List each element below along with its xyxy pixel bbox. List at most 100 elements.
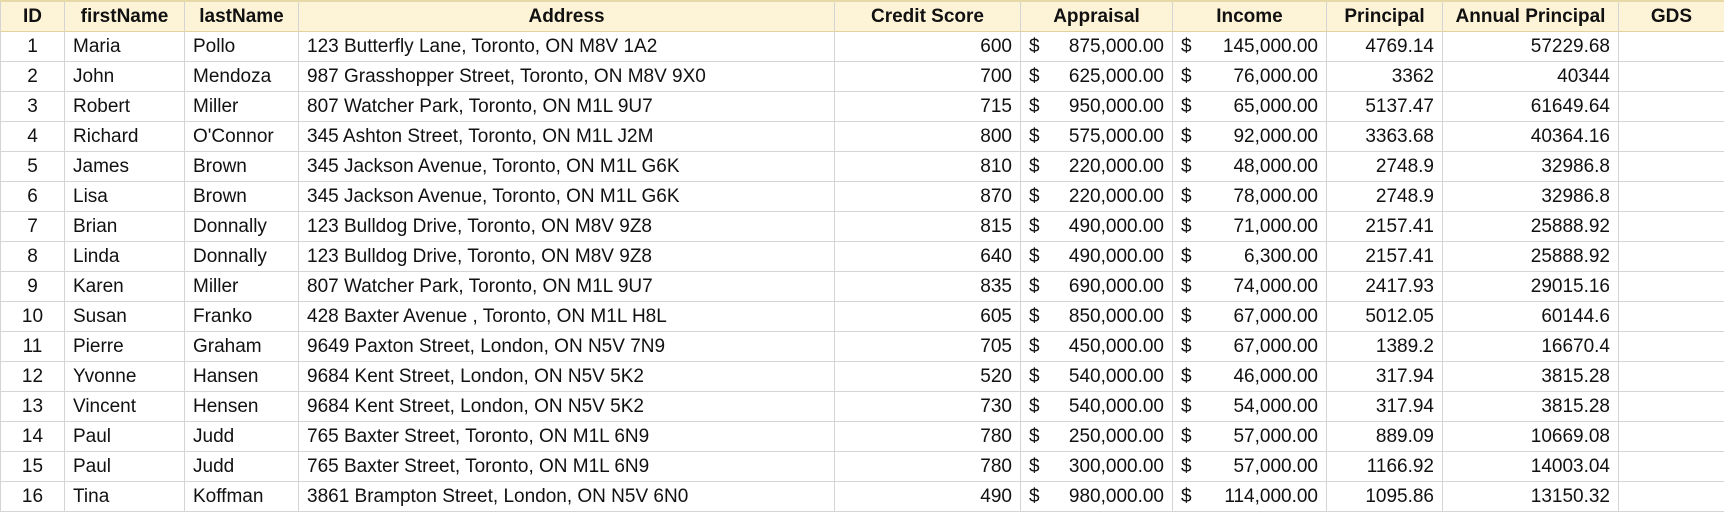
cell-principal[interactable]: 889.09 — [1326, 421, 1443, 452]
cell-gds[interactable] — [1618, 241, 1724, 272]
cell-annual-principal[interactable]: 32986.8 — [1442, 151, 1619, 182]
cell-income[interactable]: $67,000.00 — [1172, 331, 1327, 362]
cell-appraisal[interactable]: $250,000.00 — [1020, 421, 1173, 452]
cell-annual-principal[interactable]: 29015.16 — [1442, 271, 1619, 302]
cell-income[interactable]: $48,000.00 — [1172, 151, 1327, 182]
cell-first-name[interactable]: Tina — [64, 481, 185, 512]
cell-annual-principal[interactable]: 25888.92 — [1442, 241, 1619, 272]
cell-credit-score[interactable]: 870 — [834, 181, 1021, 212]
column-header-appraisal[interactable]: Appraisal — [1020, 0, 1173, 32]
cell-principal[interactable]: 2748.9 — [1326, 151, 1443, 182]
cell-appraisal[interactable]: $875,000.00 — [1020, 31, 1173, 62]
cell-appraisal[interactable]: $980,000.00 — [1020, 481, 1173, 512]
cell-principal[interactable]: 4769.14 — [1326, 31, 1443, 62]
cell-credit-score[interactable]: 700 — [834, 61, 1021, 92]
cell-id[interactable]: 14 — [0, 421, 65, 452]
cell-principal[interactable]: 5012.05 — [1326, 301, 1443, 332]
cell-appraisal[interactable]: $490,000.00 — [1020, 211, 1173, 242]
cell-annual-principal[interactable]: 13150.32 — [1442, 481, 1619, 512]
cell-id[interactable]: 16 — [0, 481, 65, 512]
cell-principal[interactable]: 2157.41 — [1326, 211, 1443, 242]
cell-credit-score[interactable]: 605 — [834, 301, 1021, 332]
cell-last-name[interactable]: Graham — [184, 331, 299, 362]
cell-appraisal[interactable]: $850,000.00 — [1020, 301, 1173, 332]
cell-address[interactable]: 987 Grasshopper Street, Toronto, ON M8V … — [298, 61, 835, 92]
cell-first-name[interactable]: Lisa — [64, 181, 185, 212]
cell-income[interactable]: $76,000.00 — [1172, 61, 1327, 92]
cell-address[interactable]: 428 Baxter Avenue , Toronto, ON M1L H8L — [298, 301, 835, 332]
cell-principal[interactable]: 1166.92 — [1326, 451, 1443, 482]
cell-annual-principal[interactable]: 3815.28 — [1442, 391, 1619, 422]
cell-appraisal[interactable]: $540,000.00 — [1020, 361, 1173, 392]
cell-appraisal[interactable]: $950,000.00 — [1020, 91, 1173, 122]
cell-address[interactable]: 345 Jackson Avenue, Toronto, ON M1L G6K — [298, 151, 835, 182]
cell-last-name[interactable]: Franko — [184, 301, 299, 332]
cell-appraisal[interactable]: $540,000.00 — [1020, 391, 1173, 422]
cell-annual-principal[interactable]: 3815.28 — [1442, 361, 1619, 392]
cell-first-name[interactable]: John — [64, 61, 185, 92]
cell-credit-score[interactable]: 800 — [834, 121, 1021, 152]
cell-income[interactable]: $54,000.00 — [1172, 391, 1327, 422]
cell-appraisal[interactable]: $625,000.00 — [1020, 61, 1173, 92]
cell-gds[interactable] — [1618, 271, 1724, 302]
cell-credit-score[interactable]: 705 — [834, 331, 1021, 362]
cell-annual-principal[interactable]: 61649.64 — [1442, 91, 1619, 122]
cell-last-name[interactable]: Donnally — [184, 211, 299, 242]
cell-annual-principal[interactable]: 14003.04 — [1442, 451, 1619, 482]
cell-principal[interactable]: 2748.9 — [1326, 181, 1443, 212]
column-header-id[interactable]: ID — [0, 0, 65, 32]
column-header-firstname[interactable]: firstName — [64, 0, 185, 32]
cell-first-name[interactable]: Brian — [64, 211, 185, 242]
cell-last-name[interactable]: Brown — [184, 151, 299, 182]
cell-income[interactable]: $71,000.00 — [1172, 211, 1327, 242]
cell-last-name[interactable]: Miller — [184, 91, 299, 122]
cell-gds[interactable] — [1618, 211, 1724, 242]
cell-id[interactable]: 5 — [0, 151, 65, 182]
cell-credit-score[interactable]: 815 — [834, 211, 1021, 242]
cell-address[interactable]: 9684 Kent Street, London, ON N5V 5K2 — [298, 361, 835, 392]
cell-id[interactable]: 3 — [0, 91, 65, 122]
cell-id[interactable]: 11 — [0, 331, 65, 362]
cell-income[interactable]: $46,000.00 — [1172, 361, 1327, 392]
cell-appraisal[interactable]: $690,000.00 — [1020, 271, 1173, 302]
cell-credit-score[interactable]: 600 — [834, 31, 1021, 62]
column-header-income[interactable]: Income — [1172, 0, 1327, 32]
cell-credit-score[interactable]: 810 — [834, 151, 1021, 182]
cell-income[interactable]: $57,000.00 — [1172, 451, 1327, 482]
cell-income[interactable]: $74,000.00 — [1172, 271, 1327, 302]
cell-id[interactable]: 4 — [0, 121, 65, 152]
cell-address[interactable]: 345 Jackson Avenue, Toronto, ON M1L G6K — [298, 181, 835, 212]
cell-gds[interactable] — [1618, 361, 1724, 392]
cell-credit-score[interactable]: 730 — [834, 391, 1021, 422]
cell-last-name[interactable]: Judd — [184, 451, 299, 482]
cell-last-name[interactable]: Hansen — [184, 361, 299, 392]
cell-credit-score[interactable]: 640 — [834, 241, 1021, 272]
cell-gds[interactable] — [1618, 481, 1724, 512]
cell-last-name[interactable]: Donnally — [184, 241, 299, 272]
cell-first-name[interactable]: James — [64, 151, 185, 182]
cell-appraisal[interactable]: $300,000.00 — [1020, 451, 1173, 482]
cell-income[interactable]: $6,300.00 — [1172, 241, 1327, 272]
cell-annual-principal[interactable]: 57229.68 — [1442, 31, 1619, 62]
cell-gds[interactable] — [1618, 151, 1724, 182]
cell-id[interactable]: 10 — [0, 301, 65, 332]
cell-id[interactable]: 2 — [0, 61, 65, 92]
cell-gds[interactable] — [1618, 301, 1724, 332]
cell-first-name[interactable]: Robert — [64, 91, 185, 122]
cell-principal[interactable]: 317.94 — [1326, 391, 1443, 422]
cell-address[interactable]: 123 Butterfly Lane, Toronto, ON M8V 1A2 — [298, 31, 835, 62]
cell-credit-score[interactable]: 780 — [834, 421, 1021, 452]
cell-income[interactable]: $114,000.00 — [1172, 481, 1327, 512]
cell-last-name[interactable]: O'Connor — [184, 121, 299, 152]
cell-address[interactable]: 807 Watcher Park, Toronto, ON M1L 9U7 — [298, 271, 835, 302]
cell-principal[interactable]: 3362 — [1326, 61, 1443, 92]
cell-principal[interactable]: 1095.86 — [1326, 481, 1443, 512]
cell-last-name[interactable]: Koffman — [184, 481, 299, 512]
cell-id[interactable]: 8 — [0, 241, 65, 272]
cell-last-name[interactable]: Judd — [184, 421, 299, 452]
cell-annual-principal[interactable]: 32986.8 — [1442, 181, 1619, 212]
cell-address[interactable]: 123 Bulldog Drive, Toronto, ON M8V 9Z8 — [298, 241, 835, 272]
cell-income[interactable]: $65,000.00 — [1172, 91, 1327, 122]
cell-address[interactable]: 345 Ashton Street, Toronto, ON M1L J2M — [298, 121, 835, 152]
column-header-credit-score[interactable]: Credit Score — [834, 0, 1021, 32]
